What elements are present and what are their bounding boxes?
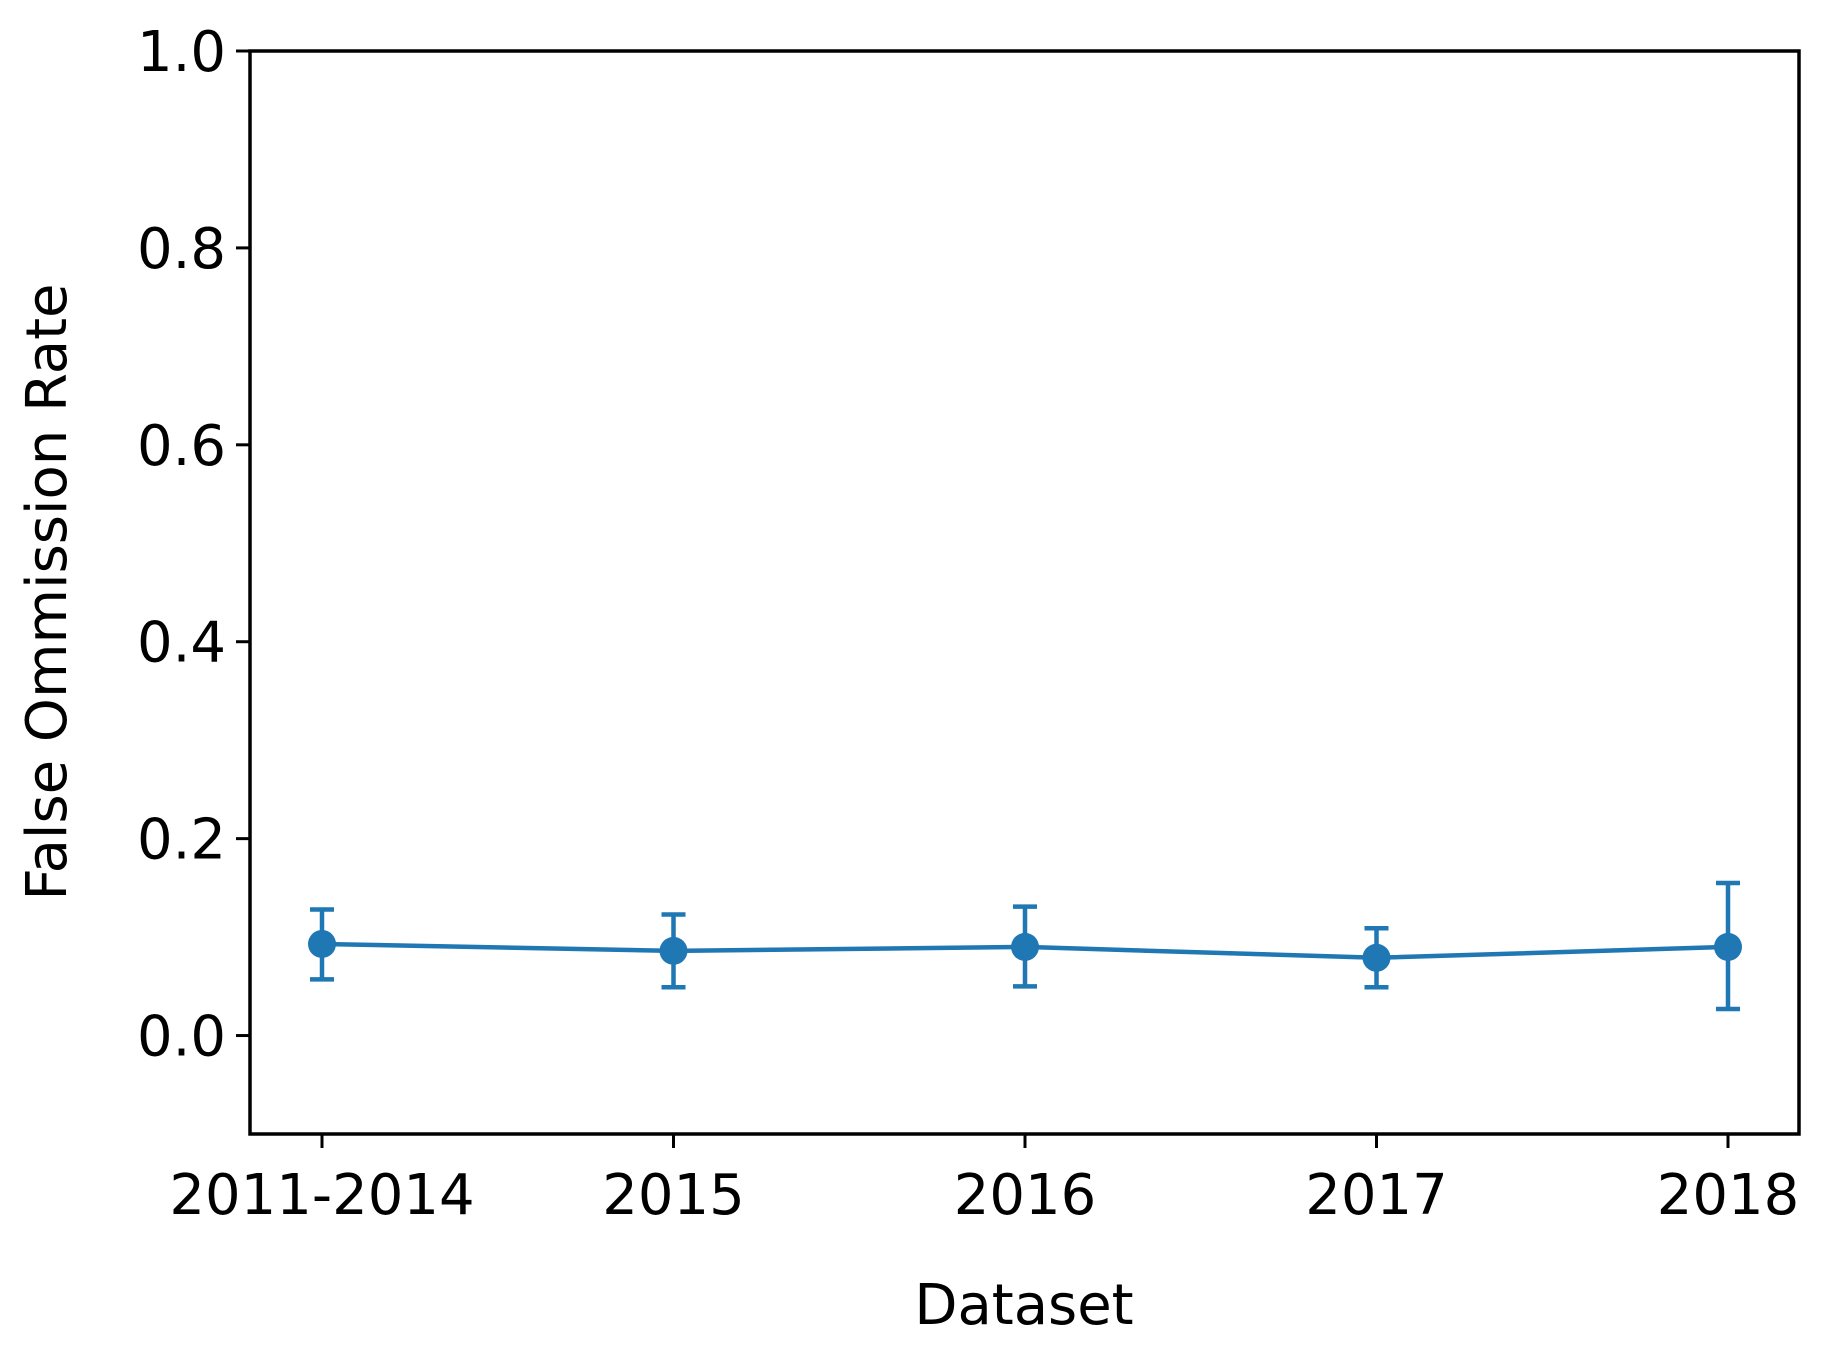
- x-axis-label: Dataset: [914, 1273, 1133, 1338]
- y-tick-label: 1.0: [137, 20, 226, 85]
- x-tick-label: 2018: [1657, 1163, 1800, 1228]
- x-axis: 2011-2014 2015 2016 2017 2018: [169, 1134, 1799, 1228]
- data-point: [659, 936, 688, 965]
- y-axis-label: False Ommission Rate: [15, 284, 80, 901]
- x-tick-label: 2015: [602, 1163, 745, 1228]
- data-point: [1714, 932, 1742, 961]
- plot-area: [308, 880, 1742, 1012]
- y-tick-label: 0.0: [137, 1005, 226, 1070]
- data-point: [1362, 943, 1391, 972]
- y-tick-label: 0.2: [137, 808, 226, 873]
- data-point: [308, 929, 336, 958]
- y-tick-label: 0.8: [137, 217, 226, 282]
- y-tick-label: 0.4: [137, 611, 226, 676]
- x-tick-label: 2017: [1305, 1163, 1448, 1228]
- x-tick-label: 2011-2014: [169, 1163, 474, 1228]
- x-tick-label: 2016: [954, 1163, 1097, 1228]
- data-point: [1011, 932, 1039, 961]
- y-axis: 0.0 0.2 0.4 0.6 0.8 1.0: [137, 20, 250, 1070]
- y-tick-label: 0.6: [137, 414, 226, 479]
